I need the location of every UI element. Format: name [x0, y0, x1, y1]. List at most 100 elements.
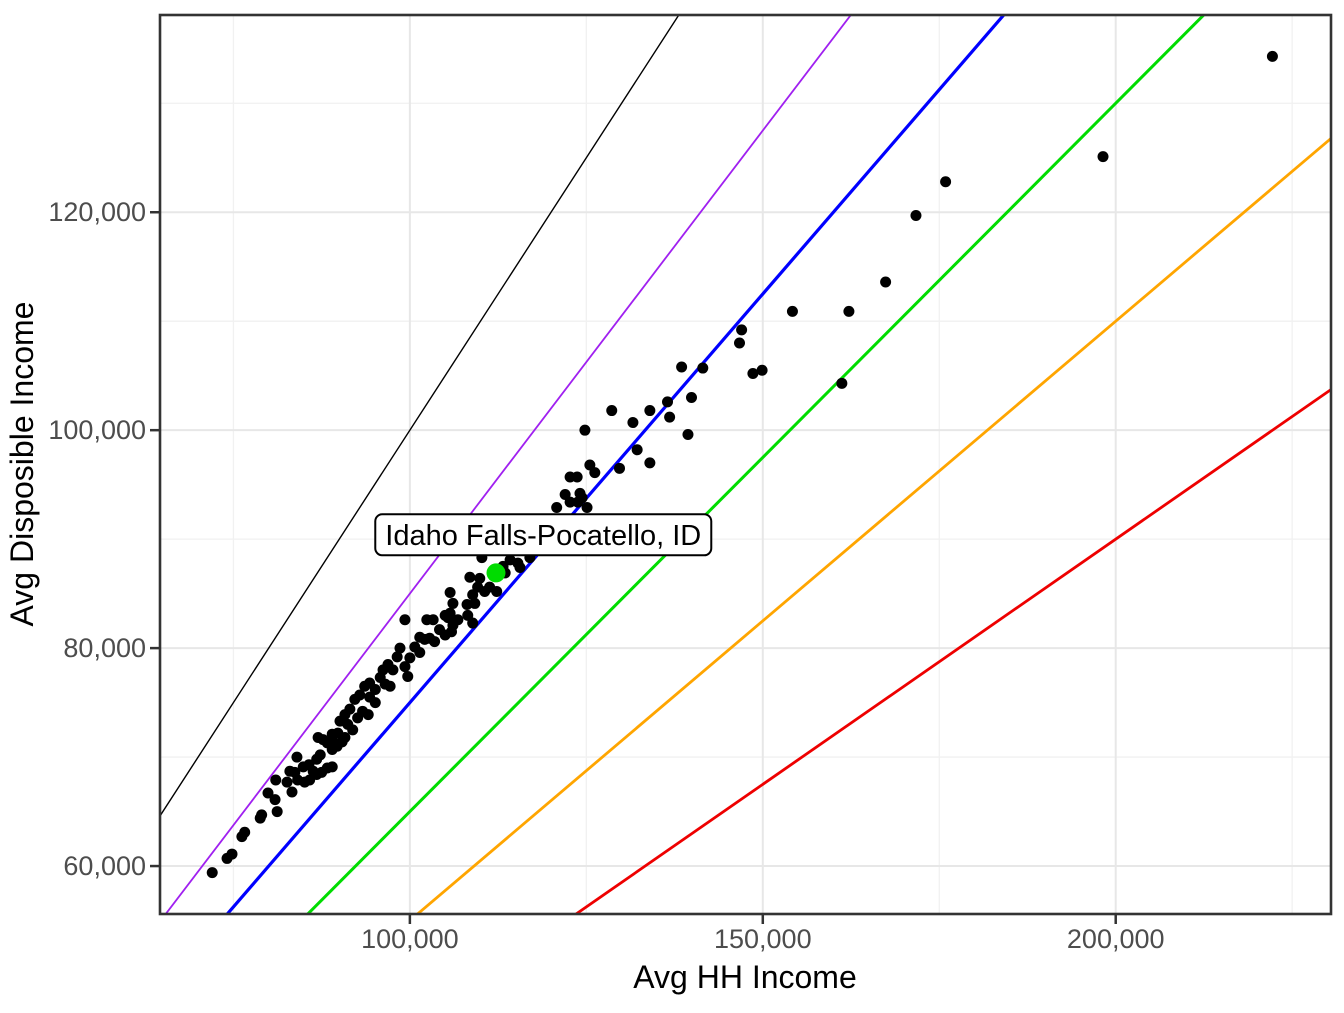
panel-border: [158, 13, 1333, 916]
data-point: [314, 749, 326, 761]
data-point: [402, 670, 414, 682]
data-point: [747, 368, 759, 380]
data-point: [581, 502, 593, 514]
data-point: [512, 557, 524, 569]
data-point: [474, 572, 486, 584]
data-point: [686, 391, 698, 403]
axis-layer: 100,000 150,000 200,000 60,000 80,000 100,000…: [48, 197, 1164, 954]
data-point: [446, 626, 458, 638]
data-point: [399, 661, 411, 673]
data-point: [736, 324, 748, 336]
data-point: [239, 826, 251, 838]
data-point: [631, 444, 643, 456]
x-tick-label: 150,000: [714, 924, 812, 954]
points-layer: [206, 50, 1278, 879]
data-point: [354, 689, 366, 701]
data-point: [291, 751, 303, 763]
data-point: [269, 794, 281, 806]
data-point: [786, 305, 798, 317]
highlighted-point[interactable]: [486, 563, 506, 583]
ratio-line-45: [573, 387, 1331, 914]
data-point: [317, 734, 329, 746]
data-point: [574, 487, 586, 499]
data-point: [940, 176, 952, 188]
data-point: [427, 614, 439, 626]
data-point: [444, 587, 456, 599]
grid-layer: [160, 15, 1331, 914]
annotation-layer: Idaho Falls-Pocatello, ID: [374, 513, 713, 557]
data-point: [362, 709, 374, 721]
data-point: [387, 664, 399, 676]
data-point: [286, 786, 298, 798]
y-tick-label: 120,000: [48, 197, 146, 227]
data-point: [644, 457, 656, 469]
annotation-label: Idaho Falls-Pocatello, ID: [385, 520, 701, 552]
data-point: [344, 703, 356, 715]
ratio-line-75: [225, 15, 1006, 914]
panel-border-layer: [158, 13, 1333, 916]
ratio-lines-layer: [160, 15, 1331, 914]
ratio-line-85: [164, 15, 852, 914]
data-point: [326, 761, 338, 773]
data-point: [1097, 151, 1109, 163]
data-point: [414, 646, 426, 658]
x-tick-label: 100,000: [361, 924, 459, 954]
data-point: [452, 614, 464, 626]
data-point: [439, 609, 451, 621]
y-tick-label: 100,000: [48, 415, 146, 445]
data-point: [682, 429, 694, 441]
data-point: [281, 776, 293, 788]
data-point: [469, 597, 481, 609]
data-point: [447, 597, 459, 609]
data-point: [664, 411, 676, 423]
ratio-line-65: [305, 15, 1206, 914]
data-point: [429, 636, 441, 648]
data-point: [676, 361, 688, 373]
data-point: [391, 651, 403, 663]
data-point: [836, 377, 848, 389]
ratio-line-55: [415, 136, 1331, 914]
data-point: [1266, 50, 1278, 62]
data-point: [734, 337, 746, 349]
data-point: [491, 585, 503, 597]
x-axis-title: Avg HH Income: [633, 959, 857, 995]
y-tick-label: 80,000: [63, 633, 146, 663]
data-point: [462, 609, 474, 621]
panel-background: [160, 15, 1331, 914]
data-point: [843, 305, 855, 317]
data-point: [384, 680, 396, 692]
y-axis-title: Avg Disposible Income: [4, 302, 40, 627]
x-tick-label: 200,000: [1067, 924, 1165, 954]
data-point: [347, 724, 359, 736]
data-point: [369, 697, 381, 709]
data-point: [226, 848, 238, 860]
data-point: [614, 462, 626, 474]
data-point: [579, 424, 591, 436]
data-point: [697, 362, 709, 374]
data-point: [262, 787, 274, 799]
data-point: [606, 405, 618, 417]
data-point: [326, 728, 338, 740]
data-point: [880, 276, 892, 288]
data-point: [564, 471, 576, 483]
annotation-box: [374, 513, 713, 557]
data-point: [589, 467, 601, 479]
data-point: [206, 867, 218, 879]
data-point: [399, 614, 411, 626]
data-point: [472, 581, 484, 593]
data-point: [662, 396, 674, 408]
data-point: [910, 210, 922, 222]
data-point: [339, 731, 351, 743]
data-point: [627, 417, 639, 429]
data-point: [559, 488, 571, 500]
data-point: [464, 571, 476, 583]
data-point: [369, 684, 381, 696]
data-point: [256, 809, 268, 821]
data-point: [394, 642, 406, 654]
data-point: [756, 364, 768, 376]
data-point: [404, 652, 416, 664]
data-point: [551, 502, 563, 514]
data-point: [271, 806, 283, 818]
